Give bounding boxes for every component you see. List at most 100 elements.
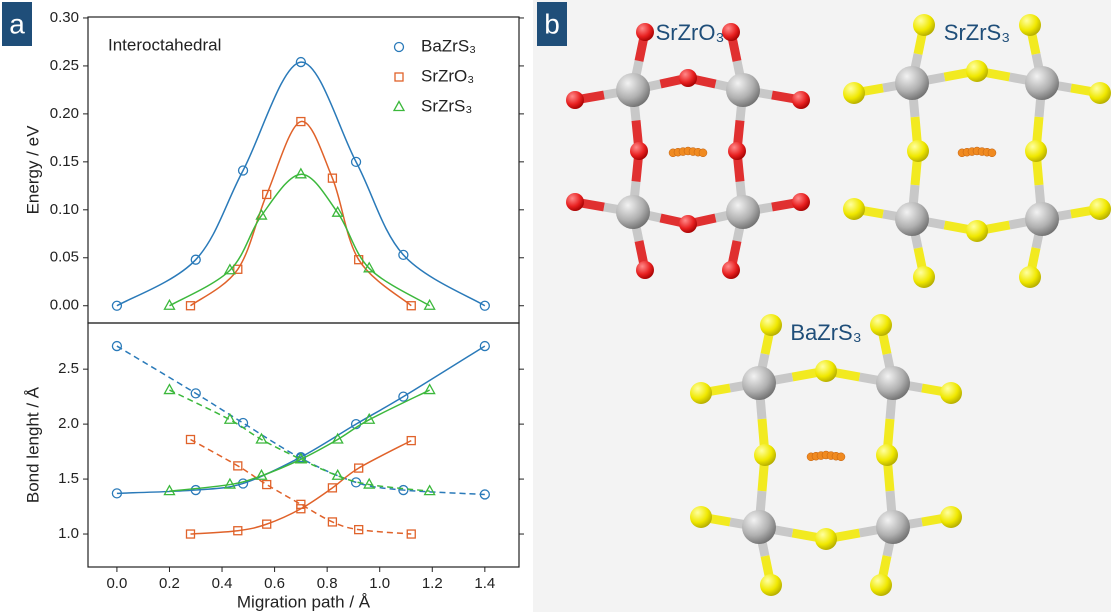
anion [1089,82,1111,104]
y-tick-label: 0.10 [50,201,79,218]
anion [1019,266,1041,288]
anion [792,193,810,211]
migrating-ion [988,149,996,157]
anion [690,382,712,404]
migrating-ion [837,453,845,461]
legend-marker [394,102,404,111]
plot-frame [88,323,519,567]
zr-atom [726,195,760,229]
zr-atom [616,195,650,229]
zr-atom [726,73,760,107]
anion [566,91,584,109]
y-tick-label: 0.15 [50,153,79,170]
anion [870,314,892,336]
x-axis-title: Migration path / Å [237,592,371,611]
anion [760,574,782,596]
y-tick-label: 0.20 [50,105,79,122]
fit-line [169,390,429,491]
data-marker [425,300,435,309]
annotation: Interoctahedral [108,35,221,54]
anion [792,91,810,109]
zr-atom [1025,202,1059,236]
anion [815,360,837,382]
figure: SrZrO₃ SrZrS₃ BaZrS₃ a b 0.00 0.05 0.10 0.15 0… [0,0,1111,612]
zr-atom [895,66,929,100]
anion [940,506,962,528]
anion [630,142,648,160]
fit-line [117,346,485,493]
data-marker [164,300,174,309]
data-marker [256,434,266,443]
anion [843,198,865,220]
zr-atom [616,73,650,107]
data-marker [425,486,435,495]
anion [728,142,746,160]
zr-atom [876,510,910,544]
chart: 1.0 1.5 2.0 2.5 0.0 0.2 0.4 0.6 0.8 1.0 1.2 1.4 Bond… [23,323,524,611]
zr-atom [1025,66,1059,100]
anion [1019,14,1041,36]
x-tick-label: 0.6 [264,575,285,592]
anion [690,506,712,528]
legend-label: BaZrS₃ [421,36,476,55]
zr-atom [895,202,929,236]
plot-area [112,342,489,538]
anion [913,14,935,36]
anion [1089,198,1111,220]
x-tick-label: 0.2 [159,575,180,592]
x-tick-label: 0.8 [317,575,338,592]
anion [907,140,929,162]
x-tick-label: 1.4 [474,575,495,592]
anion [636,261,654,279]
y-tick-label: 2.0 [58,415,79,432]
anion [636,23,654,41]
data-marker [296,169,306,178]
anion [754,444,776,466]
y-tick-label: 0.30 [50,9,79,26]
y-tick-label: 0.25 [50,57,79,74]
y-tick-label: 0.05 [50,249,79,266]
anion [679,215,697,233]
legend-marker [395,43,404,52]
anion [876,444,898,466]
fit-line [169,390,429,491]
y-axis-title: Bond lenght / Å [23,386,42,503]
anion [722,261,740,279]
structure-label: BaZrS₃ [790,320,861,345]
zr-atom [742,510,776,544]
anion [843,82,865,104]
fit-line [117,346,485,494]
anion [722,23,740,41]
data-marker [239,419,248,428]
zr-atom [742,366,776,400]
panel-label: a [9,8,25,39]
y-tick-label: 2.5 [58,360,79,377]
anion [940,382,962,404]
anion [566,193,584,211]
x-tick-label: 1.0 [369,575,390,592]
x-tick-label: 1.2 [422,575,443,592]
anion [966,220,988,242]
fit-line [169,174,429,305]
anion [760,314,782,336]
anion [815,528,837,550]
anion [913,266,935,288]
y-tick-label: 1.5 [58,470,79,487]
x-tick-label: 0.0 [106,575,127,592]
legend-label: SrZrS₃ [421,96,472,115]
legend-marker [395,73,403,81]
zr-atom [876,366,910,400]
anion [679,69,697,87]
panel-label: b [544,8,560,39]
y-tick-label: 1.0 [58,525,79,542]
legend-label: SrZrO₃ [421,66,474,85]
x-tick-label: 0.4 [212,575,233,592]
migrating-ion [699,149,707,157]
anion [966,60,988,82]
anion [1025,140,1047,162]
structure-label: SrZrS₃ [944,20,1010,45]
anion [870,574,892,596]
y-tick-label: 0.00 [50,297,79,314]
